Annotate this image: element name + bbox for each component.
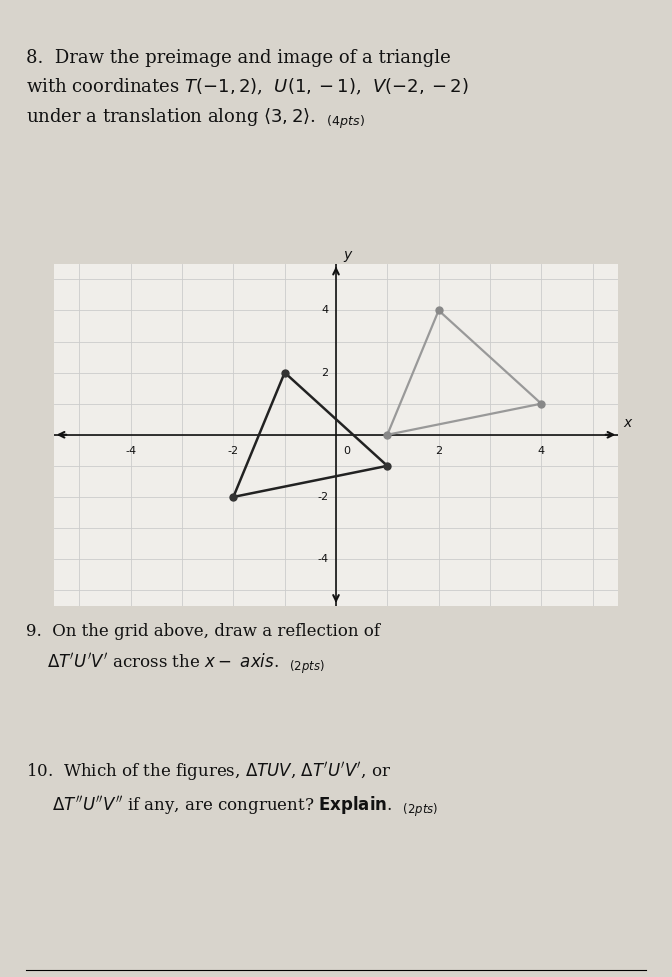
Text: -2: -2	[228, 446, 239, 455]
Text: y: y	[343, 248, 352, 262]
Text: x: x	[624, 416, 632, 430]
Text: 2: 2	[321, 367, 329, 377]
Text: 4: 4	[321, 306, 329, 316]
Text: 4: 4	[538, 446, 545, 455]
Text: 8.  Draw the preimage and image of a triangle
with coordinates $T(-1,2)$,  $U(1,: 8. Draw the preimage and image of a tria…	[26, 50, 469, 131]
Text: 0: 0	[343, 446, 351, 455]
Text: 10.  Which of the figures, $\Delta TUV$, $\Delta T'U'V'$, or
     $\Delta T''U'': 10. Which of the figures, $\Delta TUV$, …	[26, 760, 439, 820]
Text: -4: -4	[125, 446, 136, 455]
Text: -4: -4	[317, 554, 329, 564]
Text: 9.  On the grid above, draw a reflection of
    $\Delta T'U'V'$ across the $x-$ : 9. On the grid above, draw a reflection …	[26, 622, 380, 677]
Text: 2: 2	[435, 446, 442, 455]
Text: -2: -2	[317, 492, 329, 502]
